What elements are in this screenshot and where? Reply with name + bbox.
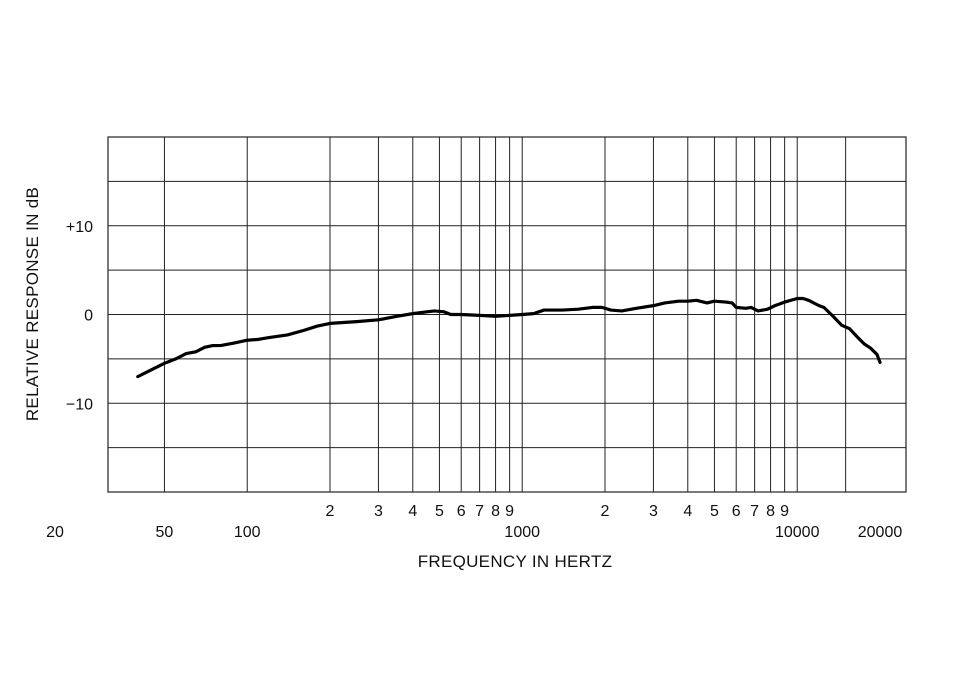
x-tick-label: 2: [601, 503, 610, 520]
x-tick-label: 20: [46, 524, 64, 541]
x-axis-label: FREQUENCY IN HERTZ: [418, 552, 613, 571]
y-tick-label: 0: [84, 308, 93, 325]
x-tick-label: 3: [649, 503, 658, 520]
y-axis-ticks: +10 0 −10: [66, 219, 93, 414]
x-tick-label: 50: [156, 524, 174, 541]
x-tick-label: 6: [732, 503, 741, 520]
x-tick-label: 7: [750, 503, 759, 520]
series-line: [136, 296, 882, 379]
x-tick-label: 7: [475, 503, 484, 520]
x-tick-label: 5: [435, 503, 444, 520]
x-tick-label: 9: [780, 503, 789, 520]
x-tick-label: 8: [766, 503, 775, 520]
x-tick-label: 2: [326, 503, 335, 520]
y-tick-label: +10: [66, 219, 93, 236]
y-axis-label: RELATIVE RESPONSE IN dB: [23, 187, 42, 421]
x-tick-label: 3: [374, 503, 383, 520]
x-tick-label: 20000: [858, 524, 903, 541]
x-tick-label: 1000: [504, 524, 540, 541]
x-tick-label: 6: [457, 503, 466, 520]
y-tick-label: −10: [66, 396, 93, 413]
x-tick-label: 10000: [775, 524, 820, 541]
plot-frame: [107, 136, 907, 493]
x-tick-label: 5: [710, 503, 719, 520]
x-tick-label: 9: [505, 503, 514, 520]
x-tick-label: 8: [491, 503, 500, 520]
x-tick-label: 4: [408, 503, 417, 520]
x-tick-label: 100: [234, 524, 261, 541]
x-tick-label: 4: [683, 503, 692, 520]
